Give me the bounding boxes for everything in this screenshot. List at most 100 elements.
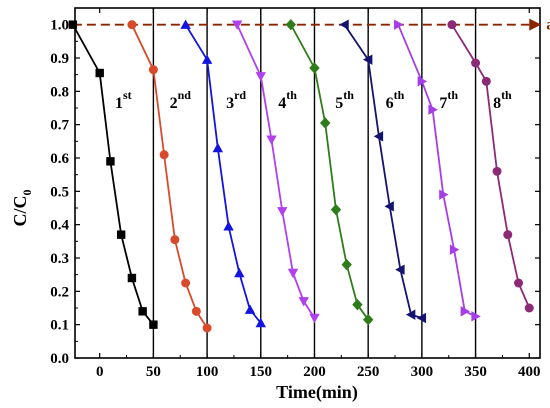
data-point-cycle-2 xyxy=(170,235,180,245)
data-point-cycle-5 xyxy=(320,117,331,129)
y-tick-label: 0.9 xyxy=(50,51,69,67)
data-point-cycle-4 xyxy=(231,20,243,30)
cycle-label-5: 5th xyxy=(335,88,354,112)
data-point-cycle-2 xyxy=(181,278,191,288)
series-line-cycle-8 xyxy=(451,24,531,309)
data-point-cycle-2 xyxy=(202,323,212,333)
data-point-cycle-6 xyxy=(362,54,373,65)
data-point-cycle-1 xyxy=(68,20,78,29)
data-point-cycle-4 xyxy=(277,207,288,217)
y-tick-label: 1.0 xyxy=(50,18,69,34)
data-point-cycle-4 xyxy=(298,297,309,307)
x-tick-label: 0 xyxy=(96,364,104,380)
cycle-label-suffix: th xyxy=(394,88,405,102)
data-point-cycle-7 xyxy=(428,104,438,115)
x-tick-label: 250 xyxy=(357,364,380,380)
cycle-label-2: 2nd xyxy=(170,88,192,112)
cycle-label-suffix: st xyxy=(123,88,132,102)
cycle-label-suffix: rd xyxy=(234,88,246,102)
cycle-label-suffix: th xyxy=(447,88,458,102)
data-point-cycle-1 xyxy=(138,307,147,316)
series-line-cycle-2 xyxy=(131,24,208,329)
cycle-label-suffix: th xyxy=(501,88,512,102)
cycle-label-number: 5 xyxy=(335,95,343,112)
cycle-label-number: 2 xyxy=(170,95,178,112)
cycle-label-3: 3rd xyxy=(226,88,246,112)
cycle-label-number: 6 xyxy=(386,95,394,112)
data-point-cycle-3 xyxy=(244,304,256,314)
data-point-cycle-8 xyxy=(447,20,457,30)
data-point-cycle-3 xyxy=(180,19,191,29)
series-line-cycle-3 xyxy=(184,24,262,324)
plot-frame xyxy=(74,7,541,359)
data-point-cycle-6 xyxy=(384,201,394,212)
data-point-cycle-1 xyxy=(127,273,137,283)
y-tick-label: 0.0 xyxy=(50,351,69,367)
data-point-cycle-7 xyxy=(394,19,404,30)
data-point-cycle-2 xyxy=(127,20,137,30)
data-point-cycle-8 xyxy=(492,166,502,176)
data-point-cycle-5 xyxy=(309,62,320,74)
cycle-label-number: 1 xyxy=(115,95,123,112)
data-point-cycle-5 xyxy=(285,18,297,31)
cycle-label-6: 6th xyxy=(386,88,405,112)
cycle-label-number: 4 xyxy=(278,95,286,112)
cycle-label-8: 8th xyxy=(493,88,512,112)
y-tick-label: 0.7 xyxy=(50,118,69,134)
data-point-cycle-3 xyxy=(201,54,213,64)
data-point-cycle-7 xyxy=(439,189,449,200)
data-point-cycle-2 xyxy=(191,306,201,316)
x-tick-label: 50 xyxy=(146,364,161,380)
data-point-cycle-3 xyxy=(223,221,234,231)
y-tick-label: 0.5 xyxy=(50,184,69,200)
data-point-cycle-8 xyxy=(524,303,534,313)
cycle-label-suffix: th xyxy=(343,88,354,102)
cycle-label-number: 8 xyxy=(493,95,501,112)
data-point-cycle-5 xyxy=(341,258,352,271)
ads-arrow-head xyxy=(529,18,542,31)
cycle-label-1: 1st xyxy=(115,88,132,112)
data-point-cycle-1 xyxy=(149,320,158,329)
x-axis-title: Time(min) xyxy=(276,382,358,403)
data-point-cycle-2 xyxy=(159,150,169,160)
y-tick-label: 0.1 xyxy=(50,318,69,334)
cycle-label-number: 7 xyxy=(439,95,447,112)
data-point-cycle-6 xyxy=(339,19,349,30)
cycle-label-4: 4th xyxy=(278,88,297,112)
y-tick-label: 0.4 xyxy=(50,218,69,234)
data-point-cycle-7 xyxy=(471,311,481,322)
x-tick-label: 100 xyxy=(196,364,219,380)
ads-reference-label: ads xyxy=(546,17,550,34)
y-axis-title: C/C0 xyxy=(10,190,34,227)
series-line-cycle-5 xyxy=(290,24,369,321)
cycle-label-suffix: th xyxy=(286,88,297,102)
data-point-cycle-4 xyxy=(287,268,299,279)
x-tick-label: 400 xyxy=(518,364,541,380)
data-point-cycle-5 xyxy=(352,298,363,311)
x-tick-label: 300 xyxy=(411,364,434,380)
series-line-cycle-7 xyxy=(397,24,476,318)
data-point-cycle-1 xyxy=(116,230,126,239)
data-point-cycle-6 xyxy=(405,309,416,320)
series-line-cycle-4 xyxy=(236,24,316,319)
data-point-cycle-1 xyxy=(95,68,104,78)
y-tick-label: 0.8 xyxy=(50,84,69,100)
data-point-cycle-8 xyxy=(514,278,524,288)
y-tick-label: 0.3 xyxy=(50,251,69,267)
data-point-cycle-6 xyxy=(416,312,427,324)
data-point-cycle-7 xyxy=(449,244,460,255)
x-tick-label: 350 xyxy=(464,364,487,380)
cycle-label-number: 3 xyxy=(226,95,234,112)
data-point-cycle-6 xyxy=(395,264,405,275)
data-point-cycle-6 xyxy=(373,131,384,142)
cycle-label-7: 7th xyxy=(439,88,458,112)
data-point-cycle-8 xyxy=(503,230,513,240)
series-line-cycle-6 xyxy=(343,24,423,319)
data-point-cycle-1 xyxy=(106,157,115,166)
y-axis-title-subscript: 0 xyxy=(20,190,34,196)
data-point-cycle-2 xyxy=(148,65,158,75)
y-tick-label: 0.2 xyxy=(50,284,69,300)
cycle-label-suffix: nd xyxy=(178,88,192,102)
x-tick-label: 150 xyxy=(250,364,273,380)
